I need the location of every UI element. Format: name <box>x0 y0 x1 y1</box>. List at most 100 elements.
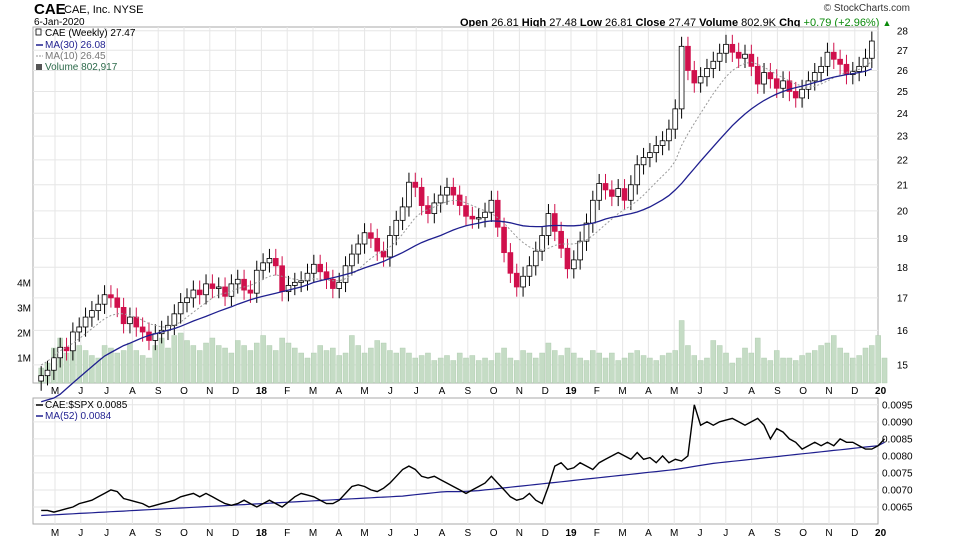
price-x-tick-label: A <box>335 386 342 397</box>
price-x-tick-label: M <box>360 386 368 397</box>
candle-body <box>355 243 362 255</box>
volume-bar <box>615 360 621 384</box>
candle-body <box>133 316 140 328</box>
ratio-x-tick-label: D <box>232 528 239 539</box>
price-x-tick-label: J <box>104 386 109 397</box>
volume-bar <box>209 337 216 384</box>
volume-bar <box>767 360 774 384</box>
volume-bar <box>222 347 228 384</box>
price-x-tick-label: 18 <box>256 386 268 397</box>
price-y-tick-label: 26 <box>897 66 909 77</box>
volume-bar <box>754 337 761 384</box>
candle-body <box>114 297 121 308</box>
price-x-tick-label: N <box>206 386 213 397</box>
volume-bar <box>482 357 488 384</box>
volume-bar <box>507 357 514 384</box>
candle-body <box>298 280 304 283</box>
volume-bar <box>165 347 171 384</box>
candle-body <box>742 53 748 59</box>
candle-body <box>393 219 400 236</box>
ratio-x-tick-label: O <box>490 528 498 539</box>
candle-body <box>501 226 507 254</box>
candle-body <box>647 152 653 158</box>
volume-bar <box>761 357 767 384</box>
volume-bar <box>697 360 704 384</box>
volume-bar <box>215 345 222 384</box>
price-x-tick-label: D <box>542 386 549 397</box>
volume-y-tick-label: 2M <box>17 329 31 340</box>
candle-body <box>526 265 533 277</box>
ratio-x-tick-label: N <box>516 528 523 539</box>
candle-body <box>678 45 685 110</box>
volume-bar <box>564 347 571 384</box>
volume-value: 802.9K <box>741 17 777 29</box>
price-x-tick-label: F <box>284 386 290 397</box>
legend-price-main: CAE (Weekly) 27.47 <box>45 28 136 39</box>
candle-body <box>241 278 247 291</box>
price-x-tick-label: A <box>129 386 136 397</box>
volume-bar <box>304 357 311 384</box>
volume-bar <box>450 360 457 384</box>
volume-bar <box>647 357 653 384</box>
price-x-tick-label: M <box>51 386 59 397</box>
candle-body <box>729 43 736 53</box>
ratio-x-tick-label: S <box>464 528 471 539</box>
ratio-x-tick-label: F <box>284 528 290 539</box>
candle-body <box>323 271 330 280</box>
ratio-x-tick-label: F <box>594 528 600 539</box>
volume-bar <box>824 342 831 384</box>
volume-bar <box>742 347 748 384</box>
price-x-tick-label: M <box>670 386 678 397</box>
volume-bar <box>406 352 412 384</box>
volume-bar <box>672 350 678 384</box>
price-y-tick-label: 15 <box>897 360 909 371</box>
price-y-tick-label: 23 <box>897 132 909 143</box>
legend-ma10: MA(10) 26.45 <box>45 51 106 62</box>
candle-body <box>685 45 691 71</box>
volume-bar <box>704 357 710 384</box>
candle-body <box>266 258 273 264</box>
price-x-tick-label: O <box>180 386 188 397</box>
candle-body <box>304 272 311 282</box>
candle-body <box>482 211 488 219</box>
candle-body <box>659 140 666 146</box>
volume-bar <box>475 360 482 384</box>
volume-bar <box>146 357 152 384</box>
candle-body <box>539 235 545 252</box>
candle-body <box>260 262 266 271</box>
volume-bar <box>634 350 640 384</box>
volume-bar <box>355 345 361 384</box>
volume-bar <box>203 342 209 384</box>
ratio-x-tick-label: 18 <box>256 528 268 539</box>
volume-bar <box>387 350 393 384</box>
price-x-tick-label: M <box>309 386 317 397</box>
volume-bar <box>393 352 399 384</box>
candle-body <box>190 289 197 299</box>
volume-bar <box>640 355 647 384</box>
volume-bar <box>133 350 140 384</box>
candle-body <box>177 302 184 315</box>
volume-bar <box>139 355 146 384</box>
ratio-x-tick-label: J <box>723 528 728 539</box>
candle-body <box>869 40 875 59</box>
price-y-tick-label: 20 <box>897 206 909 217</box>
volume-bar <box>361 352 368 384</box>
candle-body <box>494 199 501 228</box>
candle-body <box>82 316 89 328</box>
volume-bar <box>793 360 799 384</box>
volume-bar <box>748 352 755 384</box>
candle-body <box>824 51 831 67</box>
ratio-y-tick-label: 0.0085 <box>882 434 913 445</box>
candle-body <box>811 72 818 82</box>
company-name: CAE, Inc. NYSE <box>64 4 144 16</box>
candle-body <box>215 286 222 289</box>
volume-bar <box>368 347 374 384</box>
price-x-tick-label: F <box>594 386 600 397</box>
ratio-x-tick-label: M <box>51 528 59 539</box>
candle-body <box>38 375 44 382</box>
candle-body <box>621 188 628 201</box>
ratio-x-tick-label: J <box>78 528 83 539</box>
volume-bar <box>539 352 545 384</box>
candle-body <box>773 78 780 89</box>
candle-body <box>672 108 679 130</box>
